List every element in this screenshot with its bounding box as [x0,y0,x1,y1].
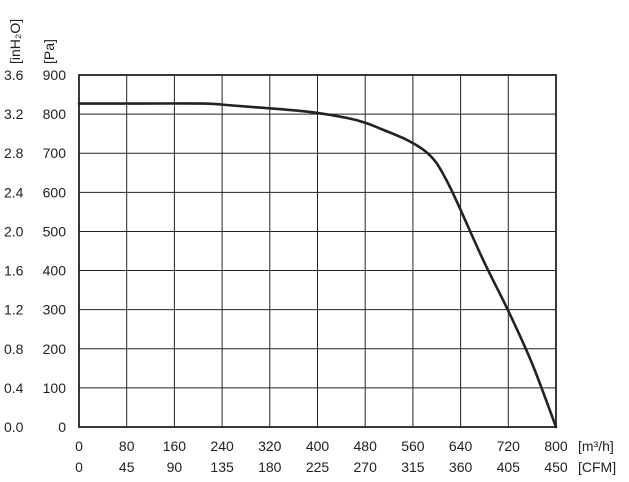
x-tick-label-secondary: 405 [497,459,521,475]
y-tick-label-primary: 800 [43,106,67,122]
x-tick-label-secondary: 450 [544,459,568,475]
x-tick-label-secondary: 0 [75,459,83,475]
y-tick-label-primary: 300 [43,302,67,318]
x-tick-label-primary: 400 [306,438,330,454]
plot-frame [78,74,557,428]
y-tick-label-primary: 700 [43,145,67,161]
y-tick-label-secondary: 1.2 [4,302,24,318]
y-tick-label-secondary: 0.0 [4,419,24,435]
y-tick-label-secondary: 2.4 [4,184,24,200]
chart-grid [79,75,556,427]
x-tick-label-primary: 0 [75,438,83,454]
x-tick-label-primary: 240 [210,438,234,454]
y-unit-secondary: [inH₂O] [7,19,23,64]
x-tick-label-primary: 160 [163,438,187,454]
y-tick-label-secondary: 0.8 [4,341,24,357]
y-tick-label-primary: 500 [43,223,67,239]
x-tick-label-primary: 800 [544,438,568,454]
y-tick-labels: 0 0.0 100 0.4 200 0.8 300 1.2 400 1.6 500 2.0 600 2.4… [4,67,66,435]
y-tick-label-primary: 400 [43,263,67,279]
y-tick-label-secondary: 3.2 [4,106,24,122]
y-tick-label-primary: 900 [43,67,67,83]
x-tick-label-secondary: 45 [119,459,135,475]
y-tick-label-primary: 0 [58,419,66,435]
x-tick-label-primary: 560 [401,438,425,454]
x-tick-labels: 0 0 80 45 160 90 240 135 320 180 400 225 480 270 560 31… [75,438,568,475]
x-tick-label-primary: 320 [258,438,282,454]
y-tick-label-primary: 200 [43,341,67,357]
y-tick-label-secondary: 2.8 [4,145,24,161]
x-tick-label-primary: 80 [119,438,135,454]
x-unit-secondary: [CFM] [578,459,616,475]
y-tick-label-secondary: 1.6 [4,263,24,279]
x-unit-primary: [m³/h] [578,438,614,454]
x-tick-label-secondary: 135 [210,459,234,475]
x-tick-label-primary: 640 [449,438,473,454]
performance-curve [77,102,558,429]
y-tick-label-primary: 100 [43,380,67,396]
y-tick-label-primary: 600 [43,184,67,200]
x-tick-label-primary: 480 [354,438,378,454]
x-tick-label-secondary: 270 [354,459,378,475]
x-tick-label-primary: 720 [497,438,521,454]
series-layer [77,102,558,429]
y-tick-label-secondary: 2.0 [4,223,24,239]
x-tick-label-secondary: 180 [258,459,282,475]
x-tick-label-secondary: 90 [167,459,183,475]
y-tick-label-secondary: 0.4 [4,380,24,396]
x-tick-label-secondary: 225 [306,459,330,475]
y-unit-primary: [Pa] [41,39,57,64]
x-tick-label-secondary: 360 [449,459,473,475]
x-tick-label-secondary: 315 [401,459,425,475]
y-tick-label-secondary: 3.6 [4,67,24,83]
